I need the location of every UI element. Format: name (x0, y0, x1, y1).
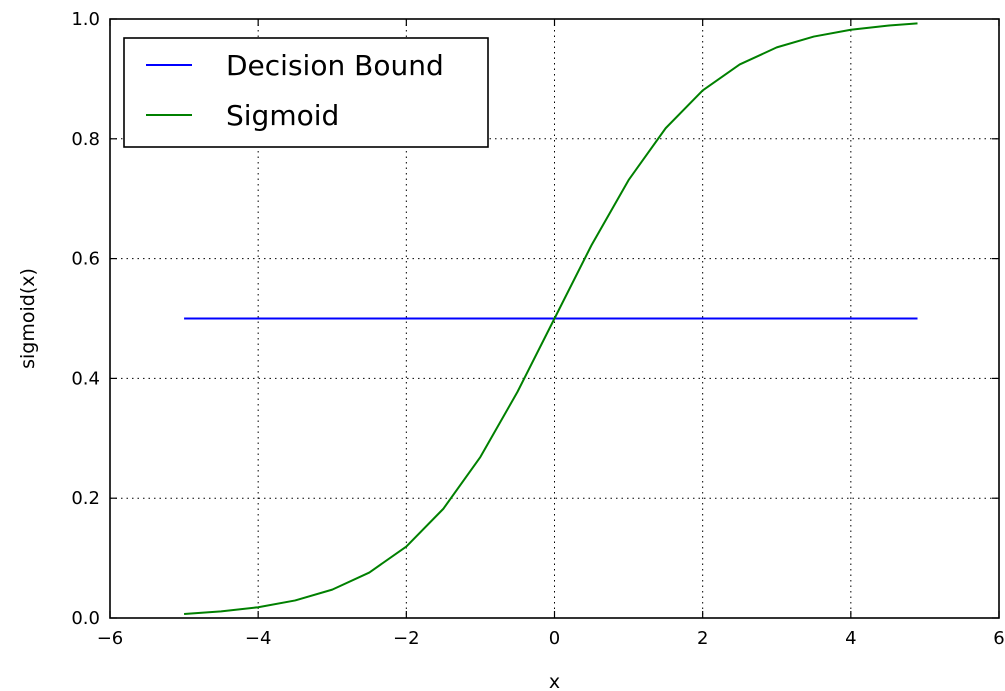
x-axis-label: x (549, 671, 560, 691)
y-axis-label: sigmoid(x) (17, 268, 39, 369)
legend-box (123, 37, 489, 148)
plot-series (184, 22, 918, 615)
x-tick-label: −6 (97, 628, 124, 649)
legend-label-sigmoid: Sigmoid (226, 99, 339, 132)
x-tick-label: 2 (697, 628, 708, 649)
x-tick-label: 0 (549, 628, 560, 649)
y-tick-label: 0.2 (71, 488, 100, 509)
x-tick-label: −4 (245, 628, 272, 649)
x-tick-label: 6 (993, 628, 1004, 649)
x-tick-label: −2 (393, 628, 420, 649)
y-tick-label: 0.4 (71, 368, 100, 389)
y-tick-label: 1.0 (71, 9, 100, 30)
y-tick-label: 0.8 (71, 129, 100, 150)
series-line-sigmoid (184, 22, 918, 615)
legend: Decision Bound Sigmoid (123, 37, 489, 148)
axis-ticks: −6 −4 −2 0 2 4 6 0.0 0.2 0.4 0.6 0.8 1.0 (71, 9, 1004, 649)
legend-label-decision-bound: Decision Bound (226, 49, 444, 82)
x-tick-label: 4 (845, 628, 856, 649)
y-tick-label: 0.6 (71, 249, 100, 270)
y-tick-label: 0.0 (71, 608, 100, 629)
